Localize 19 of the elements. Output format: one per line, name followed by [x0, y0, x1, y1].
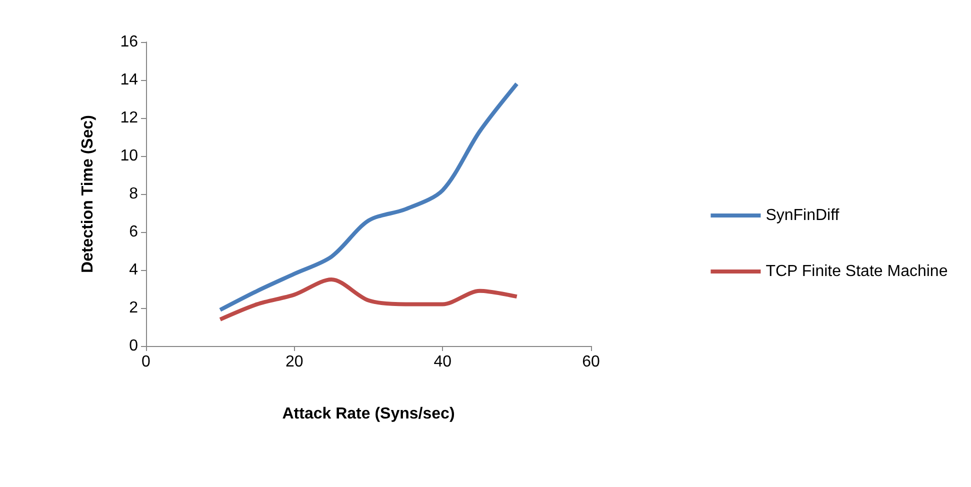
y-tick-label: 0: [129, 338, 138, 354]
y-tick-label: 4: [129, 262, 138, 278]
x-tick-label: 40: [434, 354, 452, 370]
y-axis-title: Detection Time (Sec): [80, 115, 96, 273]
legend-label: TCP Finite State Machine: [766, 263, 948, 280]
y-tick-label: 14: [120, 72, 138, 88]
legend-label: SynFinDiff: [766, 207, 840, 224]
y-tick-label: 6: [129, 224, 138, 240]
line-series: [218, 278, 519, 322]
x-tick-label: 0: [142, 354, 151, 370]
x-tick-label: 60: [582, 354, 600, 370]
y-tick-label: 12: [120, 110, 138, 126]
y-tick-label: 10: [120, 148, 138, 164]
y-tick-label: 2: [129, 300, 138, 316]
x-axis-title: Attack Rate (Syns/sec): [282, 406, 455, 422]
line-series: [218, 82, 519, 312]
y-tick-label: 8: [129, 186, 138, 202]
x-tick-label: 20: [285, 354, 304, 370]
y-tick-label: 16: [120, 34, 138, 50]
